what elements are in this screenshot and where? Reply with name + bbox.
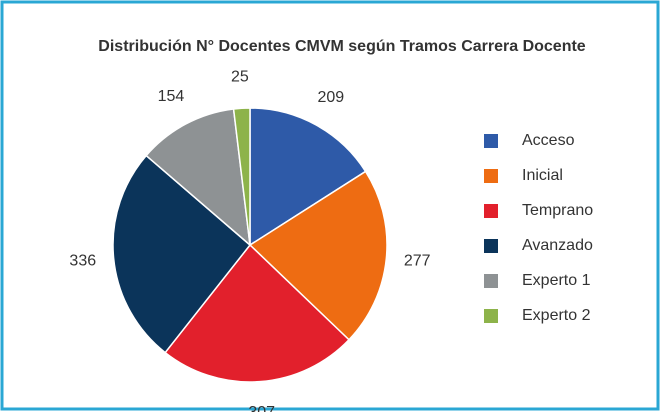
pie-slice <box>232 107 251 246</box>
data-label: 25 <box>231 69 249 86</box>
data-label: 336 <box>69 252 96 269</box>
legend-label: Experto 2 <box>522 307 591 324</box>
legend-label: Experto 1 <box>522 272 591 289</box>
legend-label: Acceso <box>522 132 575 149</box>
pie-slice <box>249 107 367 247</box>
legend-swatch <box>484 134 498 148</box>
data-label: 154 <box>158 88 185 105</box>
legend-label: Temprano <box>522 202 593 219</box>
legend-swatch <box>484 239 498 253</box>
chart-title: Distribución N° Docentes CMVM según Tram… <box>98 38 586 55</box>
pie-slice <box>248 170 388 341</box>
data-label: 277 <box>404 253 431 270</box>
data-label: 209 <box>317 89 344 106</box>
pie-slice <box>164 243 351 383</box>
legend-label: Inicial <box>522 167 563 184</box>
legend-swatch <box>484 309 498 323</box>
legend-swatch <box>484 204 498 218</box>
legend-swatch <box>484 169 498 183</box>
data-label: 307 <box>248 404 275 412</box>
pie-slice <box>112 154 252 354</box>
legend-label: Avanzado <box>522 237 593 254</box>
legend-swatch <box>484 274 498 288</box>
pie-slice <box>145 108 251 247</box>
